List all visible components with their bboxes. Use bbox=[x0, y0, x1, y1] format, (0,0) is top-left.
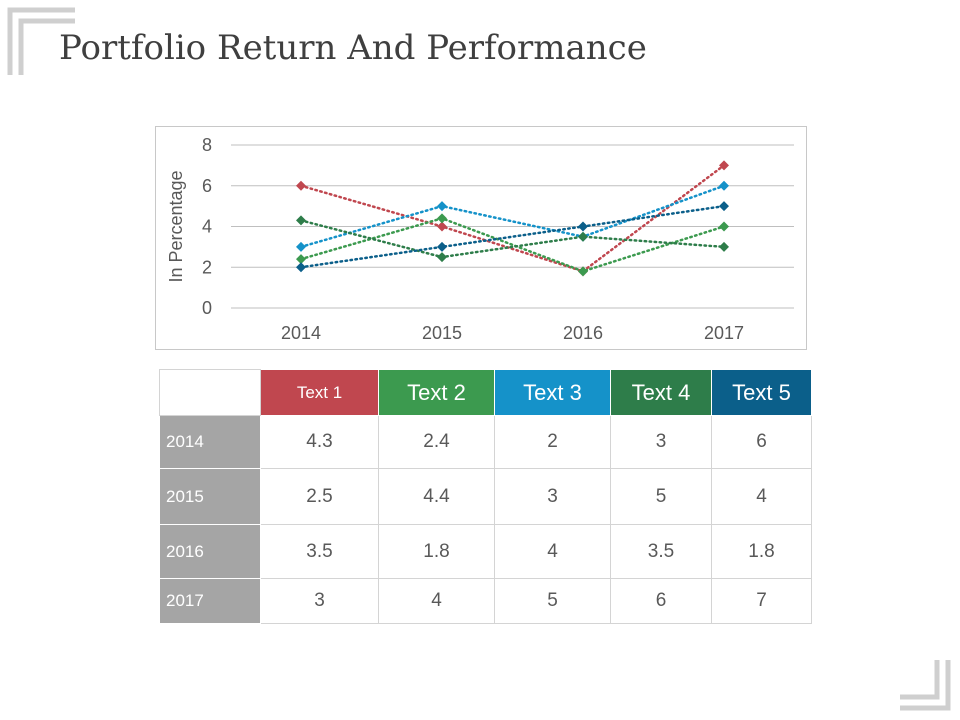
data-point bbox=[719, 160, 729, 171]
data-point bbox=[719, 241, 729, 252]
table-cell: 1.8 bbox=[378, 524, 495, 579]
series-line bbox=[299, 217, 726, 273]
row-label: 2017 bbox=[159, 578, 261, 624]
y-tick-label: 2 bbox=[202, 257, 212, 277]
table-header-text-4: Text 4 bbox=[610, 369, 712, 416]
data-point bbox=[437, 221, 447, 232]
data-point bbox=[719, 221, 729, 232]
x-tick-label: 2015 bbox=[422, 323, 462, 343]
data-point bbox=[437, 213, 447, 224]
table-header-text-3: Text 3 bbox=[494, 369, 611, 416]
table-cell: 2.5 bbox=[260, 468, 379, 525]
y-tick-label: 4 bbox=[202, 217, 212, 237]
row-label: 2015 bbox=[159, 468, 261, 525]
corner-bracket-top-left bbox=[7, 7, 75, 75]
table-cell: 5 bbox=[610, 468, 712, 525]
series-line bbox=[299, 164, 726, 273]
row-label: 2016 bbox=[159, 524, 261, 579]
table-header-text-1: Text 1 bbox=[260, 369, 379, 416]
y-tick-label: 0 bbox=[202, 298, 212, 318]
table-header-text-2: Text 2 bbox=[378, 369, 495, 416]
table-cell: 2.4 bbox=[378, 415, 495, 469]
data-point bbox=[296, 180, 306, 191]
page-title: Portfolio Return And Performance bbox=[59, 28, 647, 68]
data-point bbox=[296, 262, 306, 273]
table-cell: 6 bbox=[711, 415, 812, 469]
table-row: 2016 3.5 1.8 4 3.5 1.8 bbox=[159, 524, 812, 579]
table-cell: 3.5 bbox=[610, 524, 712, 579]
series-line bbox=[299, 184, 726, 249]
table-row: 2017 3 4 5 6 7 bbox=[159, 578, 812, 624]
table-cell: 3.5 bbox=[260, 524, 379, 579]
table-cell: 4.3 bbox=[260, 415, 379, 469]
data-point bbox=[437, 252, 447, 263]
table-cell: 3 bbox=[610, 415, 712, 469]
x-tick-label: 2014 bbox=[281, 323, 321, 343]
data-table: Text 1 Text 2 Text 3 Text 4 Text 5 2014 … bbox=[159, 369, 812, 624]
data-point bbox=[296, 241, 306, 252]
table-cell: 2 bbox=[494, 415, 611, 469]
table-cell: 6 bbox=[610, 578, 712, 624]
row-label: 2014 bbox=[159, 415, 261, 469]
table-corner-cell bbox=[159, 369, 261, 416]
x-tick-label: 2017 bbox=[704, 323, 744, 343]
data-point bbox=[578, 231, 588, 242]
table-cell: 4 bbox=[378, 578, 495, 624]
table-cell: 4 bbox=[711, 468, 812, 525]
data-point bbox=[296, 254, 306, 265]
x-tick-label: 2016 bbox=[563, 323, 603, 343]
corner-bracket-bottom-right bbox=[900, 660, 951, 711]
series-line bbox=[299, 204, 726, 269]
data-point bbox=[719, 180, 729, 191]
data-point bbox=[437, 241, 447, 252]
table-header-text-5: Text 5 bbox=[711, 369, 812, 416]
y-axis-label: In Percentage bbox=[166, 170, 186, 282]
table-cell: 3 bbox=[260, 578, 379, 624]
y-tick-label: 8 bbox=[202, 135, 212, 155]
data-point bbox=[437, 201, 447, 212]
table-cell: 4 bbox=[494, 524, 611, 579]
data-point bbox=[719, 201, 729, 212]
chart-canvas: 0 2 4 6 8 2014 2015 2016 2017 In Percentage bbox=[166, 135, 794, 343]
table-cell: 4.4 bbox=[378, 468, 495, 525]
line-chart: 0 2 4 6 8 2014 2015 2016 2017 In Percentage bbox=[155, 126, 807, 350]
data-point bbox=[296, 215, 306, 226]
table-header-row: Text 1 Text 2 Text 3 Text 4 Text 5 bbox=[159, 369, 812, 416]
table-row: 2015 2.5 4.4 3 5 4 bbox=[159, 468, 812, 525]
data-point bbox=[578, 221, 588, 232]
table-cell: 3 bbox=[494, 468, 611, 525]
data-point bbox=[578, 266, 588, 277]
table-cell: 1.8 bbox=[711, 524, 812, 579]
y-tick-label: 6 bbox=[202, 176, 212, 196]
table-cell: 5 bbox=[494, 578, 611, 624]
table-cell: 7 bbox=[711, 578, 812, 624]
series-line bbox=[299, 219, 726, 259]
table-row: 2014 4.3 2.4 2 3 6 bbox=[159, 415, 812, 469]
